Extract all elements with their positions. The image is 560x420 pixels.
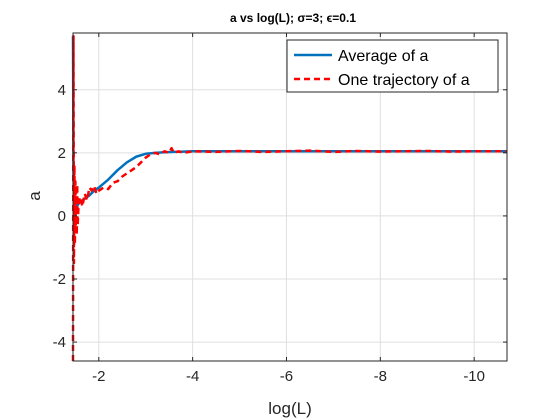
- series-layer: [71, 34, 507, 362]
- chart-title: a vs log(L); σ=3; ϵ=0.1: [230, 11, 356, 25]
- y-tick-label: -4: [53, 334, 66, 351]
- legend: Average of a One trajectory of a: [286, 39, 499, 93]
- series-trajectory-line: [71, 34, 507, 362]
- y-tick-label: 4: [58, 82, 66, 99]
- legend-label-trajectory: One trajectory of a: [338, 72, 470, 89]
- y-tick-label: 2: [58, 145, 66, 162]
- y-axis-label: a: [25, 191, 44, 201]
- x-tick-label: -8: [374, 368, 387, 385]
- x-tick-label: -6: [280, 368, 293, 385]
- x-tick-label: -2: [92, 368, 105, 385]
- plot-area-frame: [72, 32, 508, 362]
- x-tick-label: -4: [186, 368, 199, 385]
- x-axis-label: log(L): [268, 399, 311, 418]
- y-tick-label: -2: [53, 271, 66, 288]
- legend-label-average: Average of a: [338, 48, 429, 65]
- x-tick-label: -10: [463, 368, 485, 385]
- tick-labels: -2 -4 -6 -8 -10 -4 -2 0 2 4: [53, 82, 485, 385]
- y-tick-label: 0: [58, 208, 66, 225]
- legend-box: [286, 39, 499, 93]
- axes: [72, 32, 508, 362]
